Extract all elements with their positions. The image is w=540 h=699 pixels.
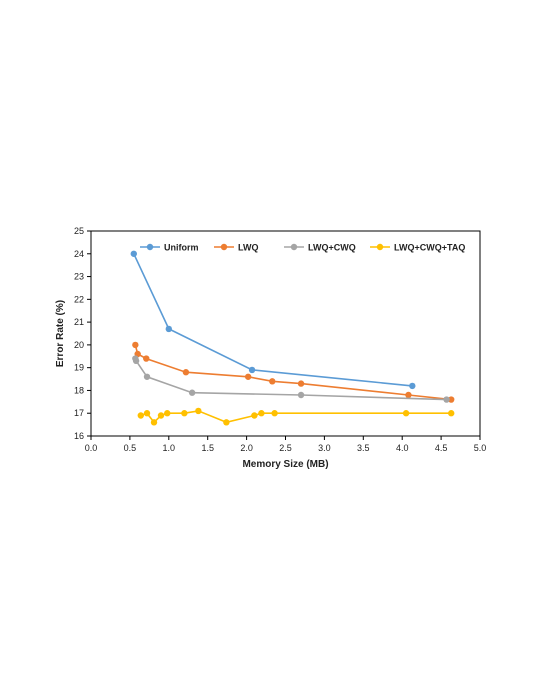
data-point-lwq-cwq-taq — [258, 410, 265, 417]
legend-label: LWQ+CWQ — [308, 243, 356, 253]
y-tick-label: 19 — [74, 363, 84, 373]
plot-frame — [90, 230, 481, 437]
data-point-lwq-cwq — [297, 391, 305, 399]
legend-label: LWQ+CWQ+TAQ — [394, 243, 465, 253]
y-tick-label: 21 — [74, 317, 84, 327]
data-point-uniform — [409, 382, 416, 390]
series-line-lwq — [134, 344, 452, 401]
legend-marker — [220, 243, 228, 251]
x-tick-label: 1.0 — [163, 443, 176, 453]
data-point-lwq-cwq-taq — [137, 412, 144, 419]
data-point-lwq — [244, 373, 252, 380]
data-point-lwq — [182, 369, 190, 376]
legend-item-lwq-cwq: LWQ+CWQ — [284, 243, 356, 253]
axis-ticks: 0.0 0.5 1.0 1.5 2.0 2.5 3.0 3.5 4.0 4.5 5.0 16 17 18 1… — [74, 226, 486, 453]
data-point-lwq-cwq-taq — [195, 407, 202, 415]
data-point-lwq — [132, 341, 139, 349]
data-point-lwq-cwq-taq — [157, 412, 165, 419]
data-point-lwq — [448, 396, 455, 403]
legend-item-lwq-cwq-taq: LWQ+CWQ+TAQ — [370, 243, 465, 253]
y-tick-label: 24 — [74, 249, 84, 259]
x-tick-label: 5.0 — [474, 443, 487, 453]
series-layer — [130, 250, 455, 426]
x-tick-label: 1.5 — [201, 443, 214, 453]
data-point-lwq — [405, 391, 412, 399]
x-tick-label: 2.0 — [240, 443, 253, 453]
series-lwq-cwq-taq — [137, 407, 455, 426]
data-point-lwq-cwq-taq — [164, 410, 171, 417]
data-point-lwq-cwq-taq — [150, 419, 158, 426]
y-tick-label: 16 — [74, 431, 84, 441]
data-point-lwq-cwq-taq — [223, 419, 230, 426]
data-point-lwq-cwq-taq — [271, 410, 278, 417]
series-lwq-cwq — [132, 355, 450, 403]
data-point-uniform — [165, 325, 172, 333]
series-lwq — [132, 341, 455, 403]
data-point-lwq-cwq — [143, 373, 151, 380]
x-axis-title: Memory Size (MB) — [242, 459, 328, 470]
legend-marker — [146, 243, 154, 251]
y-tick-label: 22 — [74, 294, 84, 304]
y-tick-label: 25 — [74, 226, 84, 236]
series-line-uniform — [133, 253, 413, 387]
data-point-lwq — [143, 355, 150, 362]
y-tick-label: 17 — [74, 408, 84, 418]
y-tick-label: 20 — [74, 340, 84, 350]
data-point-lwq — [297, 380, 305, 387]
y-tick-label: 18 — [74, 385, 84, 395]
legend-marker — [290, 243, 298, 251]
y-tick-label: 23 — [74, 272, 84, 282]
legend-item-uniform: Uniform — [140, 243, 199, 253]
data-point-uniform — [248, 366, 256, 374]
x-tick-label: 3.5 — [357, 443, 370, 453]
data-point-lwq-cwq-taq — [402, 410, 410, 417]
legend-label: Uniform — [164, 243, 199, 253]
x-tick-label: 4.5 — [435, 443, 448, 453]
data-point-lwq-cwq-taq — [448, 410, 455, 417]
legend: Uniform LWQ LWQ+CWQ LWQ+CWQ+TAQ — [140, 243, 465, 253]
x-tick-label: 0.5 — [124, 443, 137, 453]
data-point-lwq-cwq-taq — [181, 410, 188, 417]
x-tick-label: 3.0 — [318, 443, 331, 453]
legend-marker — [376, 243, 384, 251]
data-point-lwq-cwq-taq — [251, 412, 258, 419]
data-point-lwq-cwq — [443, 396, 450, 403]
x-tick-label: 4.0 — [396, 443, 409, 453]
x-tick-label: 0.0 — [85, 443, 98, 453]
legend-item-lwq: LWQ — [214, 243, 259, 253]
data-point-lwq-cwq — [132, 357, 140, 365]
x-tick-label: 2.5 — [279, 443, 292, 453]
data-point-lwq-cwq — [188, 389, 196, 396]
legend-label: LWQ — [238, 243, 259, 253]
data-point-uniform — [130, 250, 137, 257]
series-uniform — [130, 250, 416, 390]
y-axis-title: Error Rate (%) — [55, 300, 66, 367]
data-point-lwq — [269, 378, 276, 385]
data-point-lwq-cwq-taq — [143, 410, 151, 417]
